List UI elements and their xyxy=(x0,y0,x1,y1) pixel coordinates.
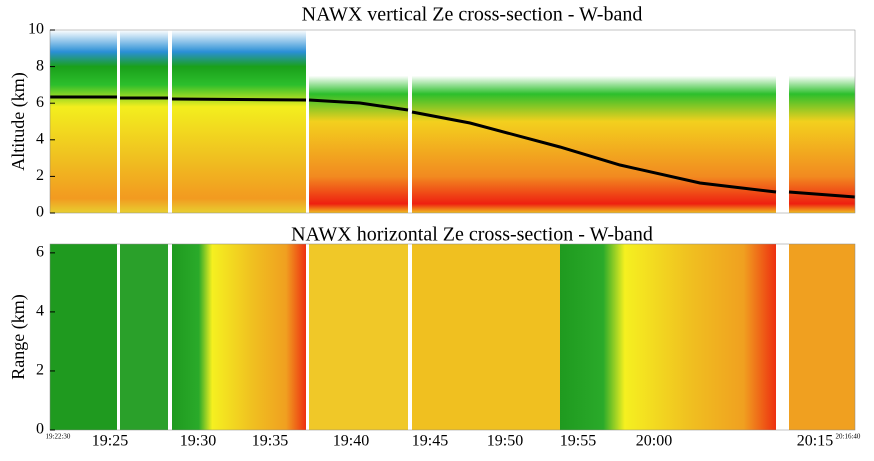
x-tick-label: 20:15 xyxy=(797,433,833,450)
y-tick-label: 8 xyxy=(36,57,44,74)
y-tick-label: 0 xyxy=(36,421,44,438)
y-axis-label: Altitude (km) xyxy=(8,72,29,170)
y-tick-label: 2 xyxy=(36,167,44,184)
x-tick-label: 20:00 xyxy=(636,433,672,450)
plot-frame xyxy=(49,29,856,214)
x-tick-label: 19:25 xyxy=(92,433,128,450)
chart-title: NAWX vertical Ze cross-section - W-band xyxy=(302,4,643,26)
y-tick-label: 6 xyxy=(36,94,44,111)
chart-title: NAWX horizontal Ze cross-section - W-ban… xyxy=(291,224,653,246)
y-tick-label: 4 xyxy=(36,303,44,320)
x-tick-label: 19:40 xyxy=(333,433,369,450)
y-tick-label: 4 xyxy=(36,130,44,147)
y-tick-label: 2 xyxy=(36,362,44,379)
x-tick-label: 19:30 xyxy=(180,433,216,450)
x-tick-label: 19:35 xyxy=(252,433,288,450)
y-tick-label: 6 xyxy=(36,244,44,261)
x-end-label: 20:16:40 xyxy=(836,433,861,441)
x-tick-label: 19:55 xyxy=(560,433,596,450)
plot-frame xyxy=(49,243,856,431)
x-tick-label: 19:50 xyxy=(487,433,523,450)
x-tick-label: 19:45 xyxy=(412,433,448,450)
y-axis-label: Range (km) xyxy=(8,294,29,379)
top-panel-imagery xyxy=(50,30,856,213)
y-tick-label: 10 xyxy=(28,21,44,38)
y-tick-label: 0 xyxy=(36,204,44,221)
bottom-panel-imagery xyxy=(50,244,855,430)
x-start-label: 19:22:30 xyxy=(46,433,71,441)
